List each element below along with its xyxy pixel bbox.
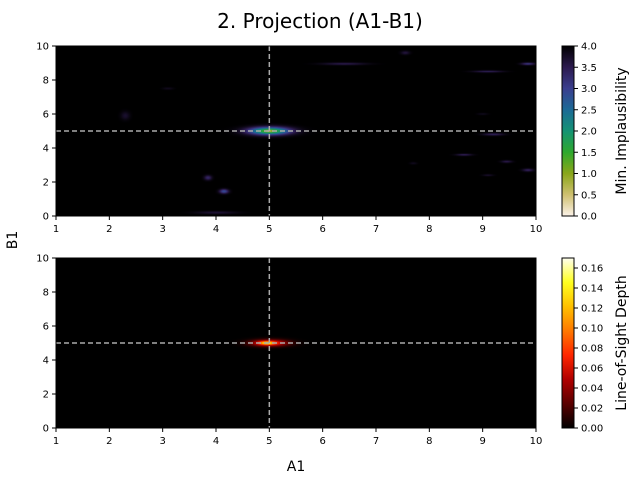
colorbar	[561, 45, 575, 217]
panels: 1 2 3 4 5 6 7 8 9 1002468100.00.51.01.52.02.53.03…	[36, 42, 630, 448]
colorbar-tick-label: 0.12	[581, 304, 603, 315]
colorbar-label: Min. Implausibility	[614, 67, 630, 194]
y-tick-label: 10	[36, 42, 49, 53]
y-tick-label: 6	[43, 322, 49, 333]
y-tick-label: 0	[43, 424, 49, 435]
figure-title: 2. Projection (A1-B1)	[217, 9, 423, 33]
y-tick-label: 8	[43, 288, 49, 299]
x-tick-label: 8	[426, 224, 432, 235]
x-tick-label: 4	[213, 436, 219, 447]
x-tick-label: 6	[319, 436, 325, 447]
plot-frame	[55, 45, 537, 217]
x-tick-label: 7	[373, 436, 379, 447]
colorbar-tick-label: 0.08	[581, 344, 603, 355]
x-tick-label: 10	[530, 436, 543, 447]
x-tick-label: 7	[373, 224, 379, 235]
colorbar-tick-label: 0.06	[581, 364, 603, 375]
colorbar	[561, 257, 575, 429]
x-tick-label: 4	[213, 224, 219, 235]
x-tick-label: 1	[53, 436, 59, 447]
colorbar-tick-label: 0.02	[581, 404, 603, 415]
y-tick-label: 8	[43, 76, 49, 87]
colorbar-tick-label: 3.0	[581, 84, 597, 95]
colorbar-tick-label: 0.16	[581, 264, 603, 275]
x-tick-label: 1	[53, 224, 59, 235]
x-tick-label: 5	[266, 224, 272, 235]
colorbar-tick-label: 0.04	[581, 384, 603, 395]
top-panel: 1 2 3 4 5 6 7 8 9 10 0 2 4 6 8 10 0.0 0.5 1.0 1.5 2.0 2.5 3.0 3…	[36, 42, 630, 236]
x-tick-label: 2	[106, 436, 112, 447]
colorbar-tick-label: 0.0	[581, 212, 597, 223]
y-tick-label: 0	[43, 212, 49, 223]
x-tick-label: 9	[479, 224, 485, 235]
colorbar-tick-label: 0.00	[581, 424, 603, 435]
x-tick-label: 10	[530, 224, 543, 235]
colorbar-tick-label: 0.10	[581, 324, 603, 335]
x-tick-label: 2	[106, 224, 112, 235]
colorbar-tick-label: 0.5	[581, 190, 597, 201]
colorbar-label: Line-of-Sight Depth	[614, 275, 630, 410]
x-tick-label: 5	[266, 436, 272, 447]
y-tick-label: 10	[36, 254, 49, 265]
colorbar-tick-label: 1.0	[581, 169, 597, 180]
colorbar-tick-label: 2.0	[581, 127, 597, 138]
colorbar-tick-label: 4.0	[581, 42, 597, 53]
colorbar-tick-label: 3.5	[581, 63, 597, 74]
bottom-panel: 1 2 3 4 5 6 7 8 9 10 0 2 4 6 8 10 0.00 0.02 0.04 0.06 0.08 0.…	[36, 254, 630, 448]
colorbar-tick-label: 2.5	[581, 105, 597, 116]
colorbar-tick-label: 0.14	[581, 284, 603, 295]
x-tick-label: 3	[159, 436, 165, 447]
x-tick-label: 8	[426, 436, 432, 447]
colorbar-tick-label: 1.5	[581, 148, 597, 159]
y-tick-label: 6	[43, 110, 49, 121]
y-tick-label: 4	[43, 356, 49, 367]
y-axis-label: B1	[5, 231, 21, 250]
x-tick-label: 9	[479, 436, 485, 447]
x-tick-label: 6	[319, 224, 325, 235]
x-tick-label: 3	[159, 224, 165, 235]
y-tick-label: 2	[43, 178, 49, 189]
x-axis-label: A1	[287, 459, 305, 475]
plot-frame	[55, 257, 537, 429]
y-tick-label: 2	[43, 390, 49, 401]
y-tick-label: 4	[43, 144, 49, 155]
